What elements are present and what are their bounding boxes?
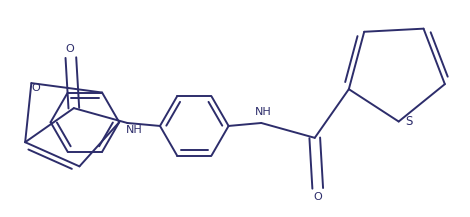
- Text: O: O: [65, 44, 74, 54]
- Text: S: S: [406, 115, 413, 128]
- Text: O: O: [313, 192, 322, 202]
- Text: NH: NH: [255, 107, 272, 117]
- Text: O: O: [31, 83, 40, 93]
- Text: NH: NH: [126, 125, 143, 135]
